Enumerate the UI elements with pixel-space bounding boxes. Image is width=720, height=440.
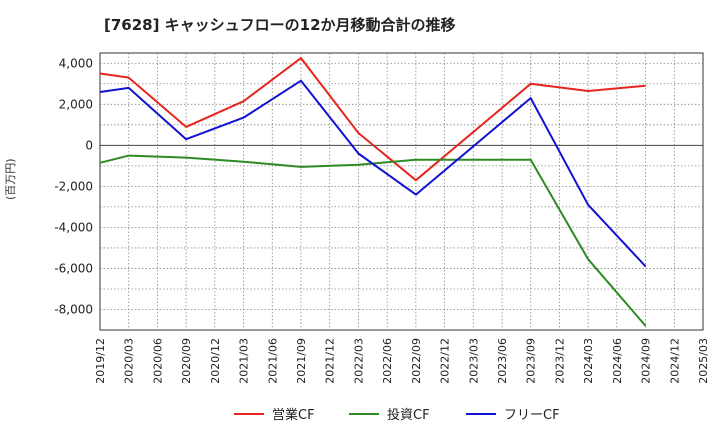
x-tick-label: 2021/06 xyxy=(266,338,279,384)
legend: 営業CF 投資CF フリーCF xyxy=(234,407,560,423)
y-tick-label: -6,000 xyxy=(54,261,93,275)
y-tick-label: 0 xyxy=(85,138,93,152)
series-lines xyxy=(99,57,647,327)
x-tick-label: 2024/09 xyxy=(640,338,653,384)
x-tick-label: 2022/06 xyxy=(381,338,394,384)
x-tick-label: 2023/03 xyxy=(467,338,480,384)
x-tick-label: 2021/09 xyxy=(295,338,308,384)
x-tick-label: 2020/06 xyxy=(151,338,164,384)
x-tick-label: 2021/12 xyxy=(324,338,337,384)
x-tick-label: 2024/06 xyxy=(611,338,624,384)
y-tick-label: 4,000 xyxy=(59,56,93,70)
x-tick-label: 2025/03 xyxy=(697,338,710,384)
series-line xyxy=(99,57,646,182)
legend-label: 営業CF xyxy=(272,407,315,423)
x-tick-label: 2024/12 xyxy=(668,338,681,384)
x-tick-label: 2020/09 xyxy=(180,338,193,384)
x-tick-label: 2022/03 xyxy=(352,338,365,384)
plot-frame xyxy=(99,52,704,331)
x-tick-label: 2020/03 xyxy=(123,338,136,384)
x-tick-label: 2019/12 xyxy=(94,338,107,384)
series-line xyxy=(99,79,647,268)
x-tick-label: 2020/12 xyxy=(209,338,222,384)
x-tick-label: 2022/12 xyxy=(439,338,452,384)
x-tick-label: 2024/03 xyxy=(582,338,595,384)
series-line xyxy=(99,154,647,327)
legend-label: 投資CF xyxy=(387,407,430,423)
grid xyxy=(99,53,704,331)
y-tick-label: -8,000 xyxy=(54,302,93,316)
y-tick-label: -4,000 xyxy=(54,220,93,234)
legend-label: フリーCF xyxy=(504,408,560,423)
axes xyxy=(99,52,704,331)
y-tick-label: 2,000 xyxy=(59,97,93,111)
x-tick-label: 2021/03 xyxy=(238,338,251,384)
y-tick-label: -2,000 xyxy=(54,179,93,193)
plot-area xyxy=(100,53,703,330)
x-tick-labels: 2019/12 2020/03 2020/06 2020/09 2020/12 2021/… xyxy=(94,338,710,384)
chart-title: [7628] キャッシュフローの12か月移動合計の推移 xyxy=(104,16,456,34)
x-tick-label: 2022/09 xyxy=(410,338,423,384)
x-tick-label: 2023/09 xyxy=(525,338,538,384)
x-tick-label: 2023/12 xyxy=(553,338,566,384)
y-tick-labels: 4,000 2,000 0 -2,000 -4,000 -6,000 -8,000 xyxy=(54,56,93,316)
x-tick-label: 2023/06 xyxy=(496,338,509,384)
